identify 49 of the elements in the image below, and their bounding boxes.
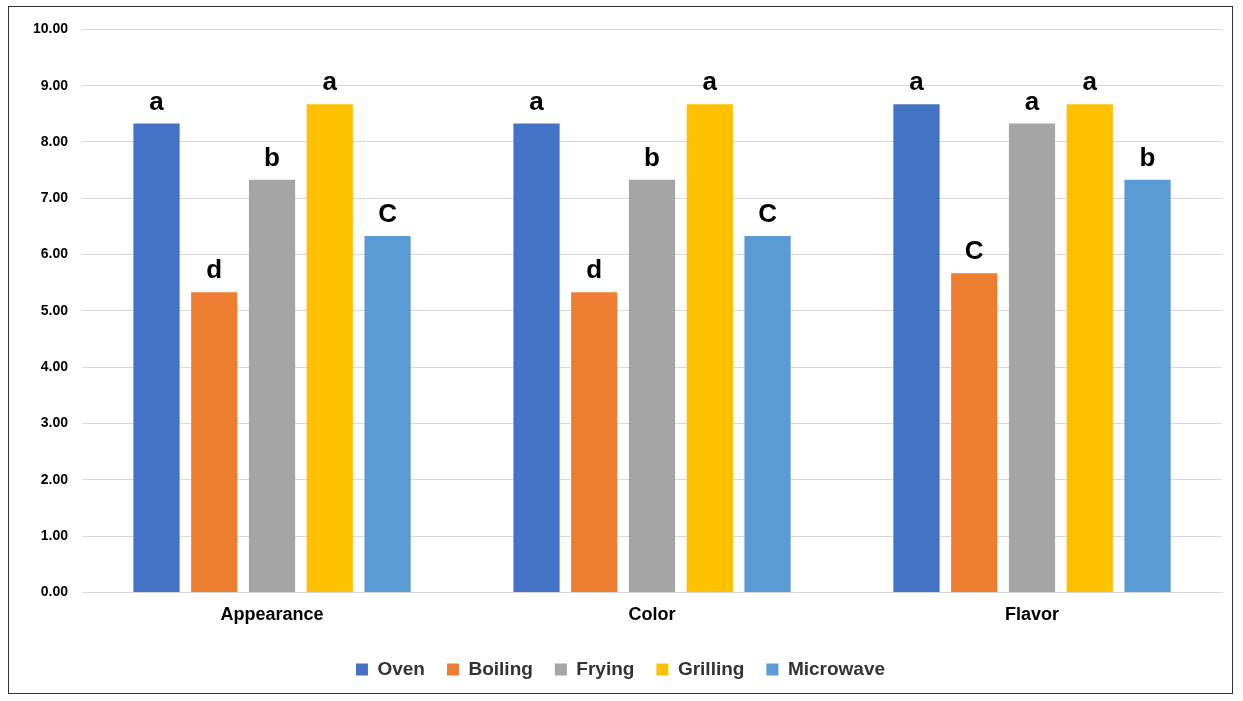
y-tick-label: 7.00 [40,189,69,206]
bar [893,104,940,592]
y-tick-label: 6.00 [40,245,69,262]
legend-label: Frying [576,657,635,679]
data-label: d [586,254,603,285]
y-tick-label: 0.00 [40,583,69,600]
data-label: a [529,85,545,116]
data-label: d [206,254,223,285]
bar [1008,123,1056,592]
bar [513,123,560,592]
bar [951,273,998,592]
x-tick-label: Appearance [220,604,324,625]
x-tick-label: Color [628,604,676,625]
y-tick-label: 5.00 [40,301,69,318]
data-label: b [264,141,280,172]
data-label: b [1139,141,1156,172]
y-tick-label: 10.00 [32,20,69,37]
data-label: C [378,198,398,229]
bar [191,292,238,592]
data-label: C [758,198,778,229]
bar [364,236,411,592]
bar [133,123,180,592]
bar [744,236,791,592]
data-label: a [1024,85,1040,116]
legend-label: Oven [377,657,425,679]
y-tick-label: 8.00 [40,132,69,149]
bar [571,292,618,592]
legend-label: Grilling [677,657,745,679]
y-tick-label: 2.00 [40,470,69,487]
y-tick-label: 4.00 [40,358,69,375]
y-tick-label: 1.00 [40,526,69,543]
bar [248,179,296,592]
data-label: a [702,66,718,97]
legend-label: Boiling [468,657,533,679]
data-label: a [149,85,165,116]
x-tick-label: Flavor [1004,604,1060,625]
data-label: b [644,141,660,172]
data-label: a [322,66,338,97]
y-tick-label: 3.00 [40,414,69,431]
bar [686,104,733,592]
bar [306,104,353,592]
bar [1066,104,1113,592]
y-tick-label: 9.00 [40,76,69,93]
data-label: a [1082,66,1098,97]
bar [628,179,676,592]
data-label: a [909,66,925,97]
bar [1124,179,1171,592]
legend-label: Microwave [787,657,886,679]
data-label: C [964,235,984,266]
